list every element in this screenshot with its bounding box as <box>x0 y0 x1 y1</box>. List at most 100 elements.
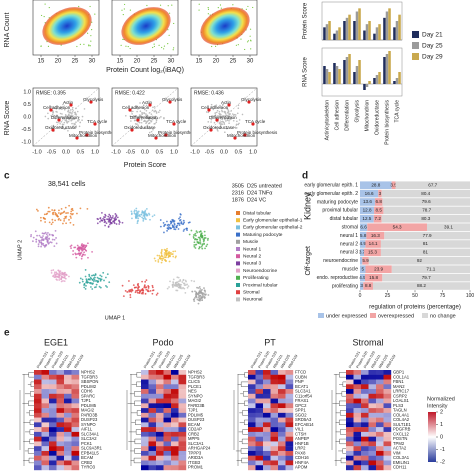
umap-cell <box>50 241 53 244</box>
gene-label: TPM2 <box>393 441 405 446</box>
umap-cell <box>65 212 68 214</box>
umap-cell <box>166 287 169 290</box>
heatmap-cell <box>255 465 264 471</box>
heatmap-cell <box>263 431 271 437</box>
value-label: 8.5 <box>376 208 383 213</box>
scatter-point <box>52 124 55 127</box>
umap-cell <box>163 256 166 259</box>
scatter-point <box>163 116 165 119</box>
umap-cell <box>36 234 38 237</box>
scatter-point <box>88 45 90 47</box>
umap-cell <box>53 276 56 279</box>
scatter-point <box>79 43 81 45</box>
heatmap-cell <box>278 408 286 414</box>
rmse-label: RMSE: 0.395 <box>36 90 66 96</box>
bar <box>393 27 396 40</box>
scatter-point <box>75 121 77 123</box>
heatmap-cell <box>34 446 42 452</box>
gene-label: VIM <box>393 450 401 455</box>
heatmap-cell <box>156 389 164 395</box>
umap-cell <box>72 250 75 252</box>
umap-cell <box>106 286 108 288</box>
panel-letter: c <box>4 171 10 182</box>
scatter-point <box>44 115 47 118</box>
scatter-point <box>214 116 217 119</box>
umap-cell <box>172 255 175 258</box>
heatmap-cell <box>248 450 256 456</box>
scatter-point <box>135 126 138 128</box>
scatter-point <box>147 122 150 125</box>
umap-cell <box>205 245 208 248</box>
umap-cell <box>40 219 42 222</box>
umap-cell <box>201 299 203 302</box>
heatmap-cell <box>148 441 157 447</box>
scatter-point <box>143 108 146 111</box>
scatter-point <box>78 125 81 128</box>
heatmap-cell <box>368 403 377 409</box>
gene-label: TAGLN <box>393 408 407 413</box>
gene-label: SLC3A1 <box>295 389 311 394</box>
umap-cell <box>118 220 121 223</box>
scatter-point <box>71 122 73 125</box>
value-label: 14.1 <box>369 241 378 246</box>
heatmap-cell <box>64 384 72 390</box>
umap-cell <box>89 286 92 288</box>
x-tick-label: Protein biosynthesis <box>384 100 390 145</box>
heatmap-cell <box>163 393 172 399</box>
heatmap-cell <box>346 436 354 442</box>
umap-cell <box>129 294 132 296</box>
umap-cell <box>132 284 135 287</box>
x-tick-label: 1.0 <box>91 149 99 155</box>
umap-cell <box>43 232 46 235</box>
heatmap-cell <box>278 379 286 385</box>
heatmap-cell <box>56 417 65 423</box>
scatter-point <box>218 116 221 119</box>
heatmap-cell <box>34 465 42 471</box>
umap-cell <box>98 285 101 288</box>
value-label: 15.8 <box>369 275 378 280</box>
heatmap-cell <box>163 427 172 433</box>
umap-cell <box>136 222 139 225</box>
umap-cell <box>138 214 141 217</box>
heatmap-cell <box>148 450 157 456</box>
x-tick-label: 30 <box>168 59 175 65</box>
heatmap-cell <box>178 379 187 385</box>
gene-label: GBP1 <box>393 369 405 374</box>
heatmap-cell <box>41 398 50 404</box>
scatter-point <box>79 121 82 124</box>
gene-label: CUBN <box>295 374 307 379</box>
umap-cell <box>193 280 196 283</box>
scatter-point <box>152 128 154 131</box>
umap-cell <box>96 222 99 225</box>
scatter-point <box>219 4 222 6</box>
umap-cell <box>53 238 56 241</box>
heatmap-cell <box>285 370 294 375</box>
heatmap-cell <box>163 398 172 404</box>
heatmap-cell <box>263 465 271 471</box>
umap-cell <box>201 294 204 296</box>
gene-label: PNP <box>295 379 304 384</box>
umap-cell <box>193 245 196 248</box>
scatter-point <box>210 121 212 123</box>
bar <box>338 27 341 40</box>
scatter-point <box>71 112 73 115</box>
heatmap-cell <box>64 441 72 447</box>
gene-label: FTCD <box>295 369 306 374</box>
heatmap-cell <box>285 412 294 418</box>
umap-cell <box>47 206 50 209</box>
scatter-point <box>129 47 131 50</box>
umap-cell <box>177 228 180 230</box>
heatmap-cell <box>71 427 80 433</box>
umap-cell <box>35 208 38 211</box>
heatmap-cell <box>64 389 72 395</box>
heatmap-cell <box>41 417 50 423</box>
scatter-point <box>145 114 148 117</box>
umap-cell <box>47 210 50 213</box>
umap-cell <box>196 286 198 289</box>
scatter-point <box>137 108 139 110</box>
umap-cell <box>59 272 62 275</box>
x-tick-label: -0.5 <box>205 149 214 155</box>
scatter-point <box>137 124 139 127</box>
scatter-point <box>217 130 219 132</box>
heatmap-cell <box>156 412 164 418</box>
